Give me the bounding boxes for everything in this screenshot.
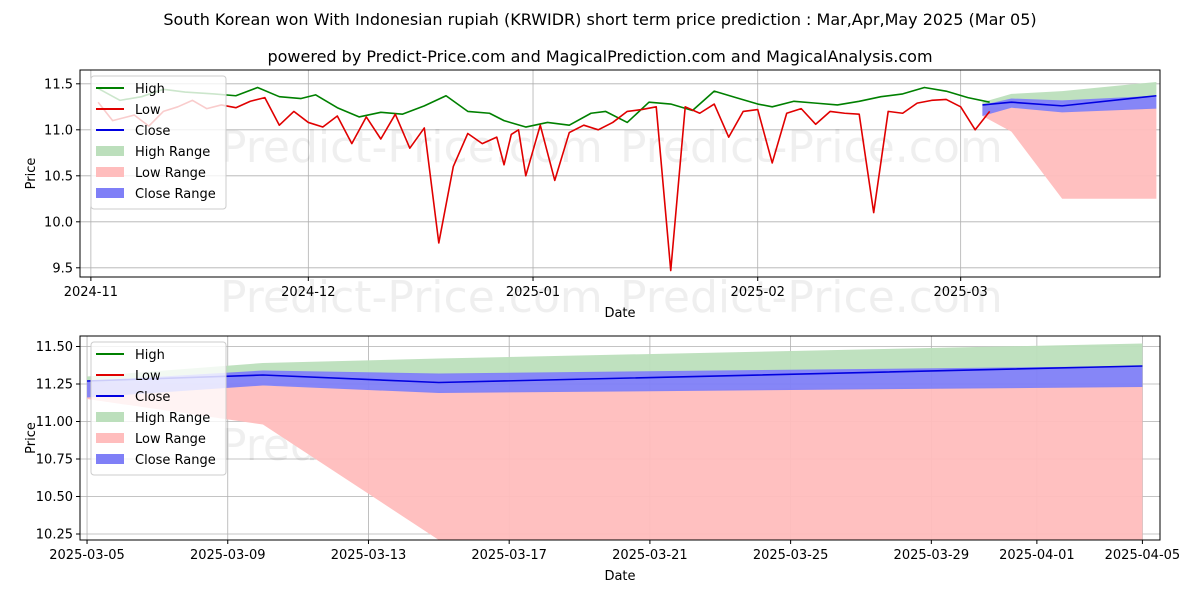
x-tick-label: 2024-11 — [64, 285, 118, 300]
x-tick-label: 2025-03-29 — [894, 548, 970, 563]
y-tick-label: 11.5 — [44, 77, 73, 92]
legend-label: Close Range — [135, 187, 216, 202]
chart-subtitle: powered by Predict-Price.com and Magical… — [267, 47, 932, 66]
plot-area — [87, 343, 1143, 540]
x-tick-label: 2025-03-05 — [49, 548, 125, 563]
y-tick-label: 11.0 — [44, 123, 73, 138]
legend-swatch — [96, 188, 124, 198]
low-range-band — [87, 382, 1143, 540]
x-tick-label: 2025-03-17 — [471, 548, 547, 563]
bottom-panel: 2025-03-05 2025-03-09 2025-03-13 2025-03-17… — [24, 335, 1181, 584]
legend-box — [90, 75, 227, 210]
x-tick-label: 2025-03-09 — [190, 548, 266, 563]
legend-box — [90, 341, 227, 476]
legend-label: High — [135, 348, 165, 363]
x-tick-label: 2024-12 — [281, 285, 335, 300]
close-series-line — [982, 94, 1157, 107]
y-tick-label: 10.75 — [36, 453, 73, 468]
watermark: Predict-Price.com — [620, 272, 1003, 323]
legend: High Low Close High Range Low Range Close Ran… — [90, 341, 227, 476]
legend-swatch — [96, 433, 124, 443]
y-tick-label: 10.0 — [44, 215, 73, 230]
legend-label: High Range — [135, 411, 210, 426]
y-tick-label: 11.25 — [36, 378, 73, 393]
legend: High Low Close High Range Low Range Close Ran… — [90, 75, 227, 210]
axes-frame — [79, 335, 1161, 541]
legend-label: Low — [135, 369, 161, 384]
low-series-line — [97, 96, 991, 272]
x-tick-label: 2025-03-13 — [331, 548, 407, 563]
high-series-line — [97, 86, 990, 128]
legend-swatch — [96, 454, 124, 464]
y-tick-label: 10.50 — [36, 490, 73, 505]
chart-title: South Korean won With Indonesian rupiah … — [163, 10, 1036, 29]
x-axis-label: Date — [604, 569, 635, 584]
axes-frame — [79, 69, 1161, 278]
x-tick-label: 2025-03-21 — [612, 548, 688, 563]
y-tick-label: 11.50 — [36, 340, 73, 355]
legend-swatch — [96, 146, 124, 156]
watermark: Predict-Price.com — [620, 122, 1003, 173]
high-range-band — [87, 343, 1143, 384]
x-tick-label: 2025-02 — [731, 285, 785, 300]
y-tick-label: 11.00 — [36, 415, 73, 430]
y-axis-label: Price — [24, 158, 39, 190]
legend-swatch — [96, 167, 124, 177]
x-axis-label: Date — [604, 306, 635, 321]
legend-label: Close — [135, 390, 170, 405]
x-tick-label: 2025-03-25 — [753, 548, 829, 563]
y-tick-label: 10.5 — [44, 169, 73, 184]
legend-label: High Range — [135, 145, 210, 160]
legend-label: Close Range — [135, 453, 216, 468]
legend-swatch — [96, 412, 124, 422]
x-tick-label: 2025-01 — [506, 285, 560, 300]
legend-label: Low — [135, 103, 161, 118]
x-tick-label: 2025-03 — [934, 285, 988, 300]
watermark: Predict-Price.com — [220, 272, 603, 323]
x-tick-label: 2025-04-05 — [1105, 548, 1181, 563]
legend-label: High — [135, 82, 165, 97]
legend-label: Close — [135, 124, 170, 139]
plot-area — [97, 81, 1157, 272]
y-tick-label: 10.25 — [36, 528, 73, 543]
legend-label: Low Range — [135, 432, 206, 447]
legend-label: Low Range — [135, 166, 206, 181]
y-axis-label: Price — [24, 422, 39, 454]
y-tick-label: 9.5 — [52, 261, 73, 276]
close-range-band — [87, 366, 1143, 398]
x-tick-label: 2025-04-01 — [999, 548, 1075, 563]
low-range-band — [982, 106, 1157, 199]
top-panel: 2024-11 2024-12 2025-01 2025-02 2025-03 9.5 10… — [24, 69, 1161, 323]
